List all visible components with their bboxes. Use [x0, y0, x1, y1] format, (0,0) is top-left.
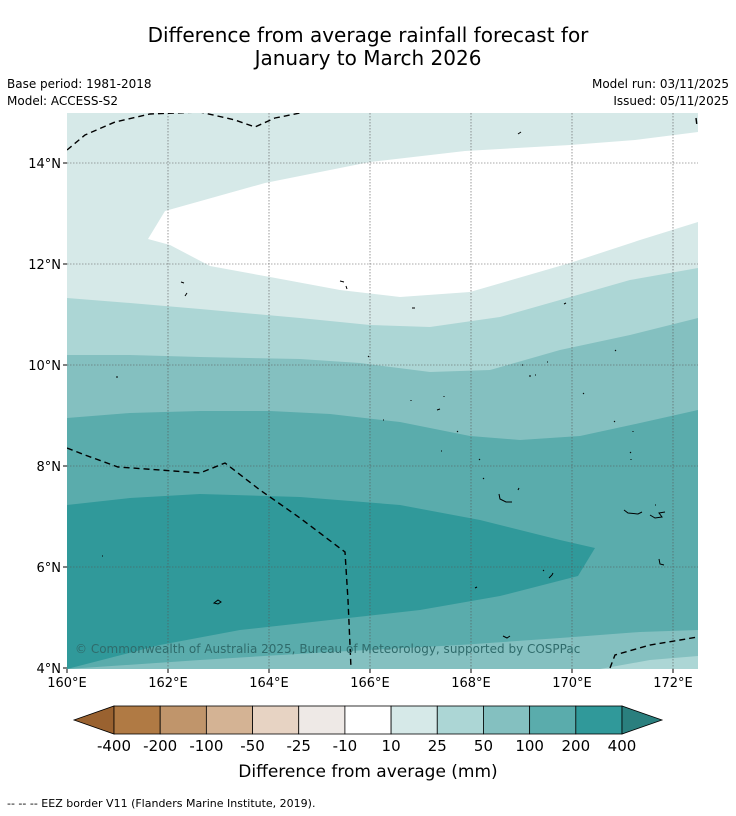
contour-fields: © Commonwealth of Australia 2025, Bureau… [67, 113, 698, 669]
model-run-label: Model run: 03/11/2025 [591, 77, 729, 91]
x-axis-ticks [66, 669, 674, 673]
colorbar-cell [298, 705, 346, 735]
colorbar-tick-label: 25 [428, 737, 447, 755]
colorbar-tick-label: -100 [189, 737, 223, 755]
model-label: Model: ACCESS-S2 [7, 94, 119, 108]
colorbar-tick-label: 200 [561, 737, 590, 755]
x-tick-label: 170°E [552, 676, 592, 691]
lat-gridlines [67, 162, 698, 568]
colorbar-cell [159, 705, 207, 735]
map-title-line-2: January to March 2026 [254, 46, 482, 70]
island-outlines [102, 131, 666, 639]
y-axis-ticks [63, 162, 67, 669]
colorbar-cell [436, 705, 484, 735]
colorbar-arrow-high [621, 705, 664, 735]
eez-footnote: -- -- -- EEZ border V11 (Flanders Marine… [7, 797, 316, 810]
copyright-notice: © Commonwealth of Australia 2025, Bureau… [75, 642, 580, 656]
x-tick-label: 160°E [47, 676, 87, 691]
colorbar-cell [390, 705, 438, 735]
band-lower-50-100 [67, 630, 698, 669]
colorbar-cell [483, 705, 531, 735]
y-tick-label: 6°N [37, 561, 62, 576]
band-lower-25-50 [600, 656, 698, 669]
colorbar-tick-label: -50 [240, 737, 265, 755]
colorbar-title: Difference from average (mm) [238, 762, 498, 782]
y-tick-label: 8°N [37, 460, 62, 475]
colorbar-cell [529, 705, 577, 735]
lon-gridlines [167, 113, 674, 669]
colorbar-tick-label: 50 [474, 737, 493, 755]
colorbar-tick-label: -25 [286, 737, 311, 755]
band-neutral [148, 132, 698, 297]
issued-label: Issued: 05/11/2025 [613, 94, 729, 108]
colorbar: -400 -200 -100 -50 -25 -10 10 25 50 100 200 400 [72, 705, 664, 755]
colorbar-cell [205, 705, 253, 735]
band-200-400 [67, 494, 595, 669]
y-tick-label: 12°N [28, 258, 61, 273]
y-tick-label: 14°N [28, 157, 61, 172]
x-tick-label: 168°E [451, 676, 491, 691]
x-tick-label: 172°E [653, 676, 693, 691]
colorbar-tick-label: 100 [515, 737, 544, 755]
colorbar-cell [252, 705, 300, 735]
x-tick-label: 166°E [350, 676, 390, 691]
colorbar-cell [344, 705, 392, 735]
colorbar-cell [575, 705, 623, 735]
colorbar-cell [113, 705, 161, 735]
colorbar-tick-label: -10 [333, 737, 358, 755]
y-tick-label: 4°N [37, 662, 62, 677]
colorbar-arrow-low [72, 705, 115, 735]
base-period-label: Base period: 1981-2018 [7, 77, 152, 91]
map-title-line-1: Difference from average rainfall forecas… [147, 23, 589, 47]
eez-border-lines [67, 113, 698, 669]
y-tick-label: 10°N [28, 359, 61, 374]
x-tick-label: 162°E [148, 676, 188, 691]
colorbar-tick-label: 400 [608, 737, 637, 755]
colorbar-tick-label: -200 [143, 737, 177, 755]
colorbar-tick-label: -400 [97, 737, 131, 755]
y-axis-labels: 14°N 12°N 10°N 8°N 6°N 4°N [28, 157, 61, 677]
colorbar-tick-label: 10 [382, 737, 401, 755]
x-tick-label: 164°E [249, 676, 289, 691]
x-axis-labels: 160°E 162°E 164°E 166°E 168°E 170°E 172°… [47, 676, 693, 691]
